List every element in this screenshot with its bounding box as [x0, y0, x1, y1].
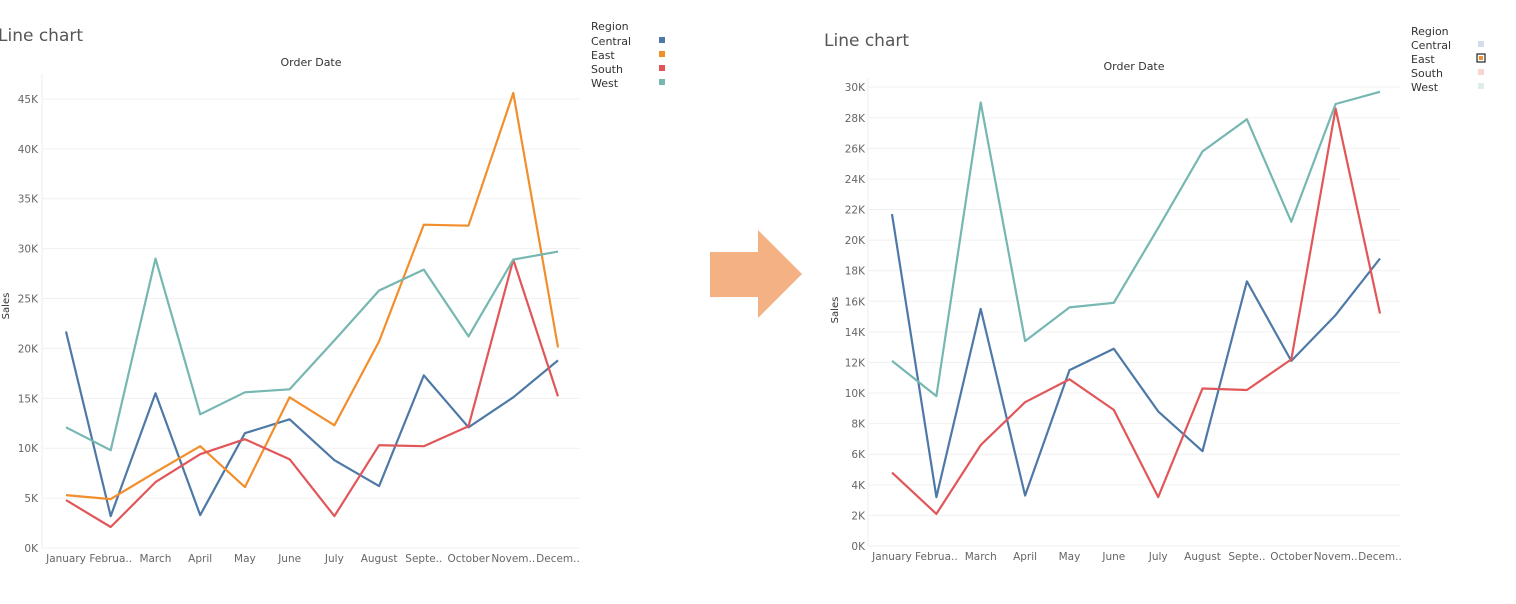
series-line-central[interactable]	[890, 213, 1381, 499]
x-tick-label: Decem..	[1358, 551, 1402, 563]
y-tick-label: 22K	[845, 205, 866, 217]
x-tick-label: Februa..	[915, 551, 958, 563]
legend-item-central[interactable]: Central	[1411, 39, 1484, 52]
x-tick-label: Februa..	[89, 553, 132, 565]
x-tick-label: October	[448, 553, 491, 565]
legend-title: Region	[1411, 25, 1449, 38]
legend-swatch[interactable]	[659, 65, 665, 71]
x-tick-label: January	[45, 553, 86, 565]
legend-item-west[interactable]: West	[1411, 81, 1484, 94]
x-tick-label: Septe..	[1228, 551, 1265, 563]
y-tick-label: 2K	[851, 510, 866, 522]
y-tick-label: 15K	[18, 393, 39, 405]
chart-after: Line chart Order Date 0K 2K 4K 6K 8K 10K 12K 14K 1…	[824, 25, 1486, 563]
y-tick-label: 26K	[845, 143, 866, 155]
y-tick-label: 40K	[18, 144, 39, 156]
y-tick-label: 20K	[845, 235, 866, 247]
x-tick-label: January	[871, 551, 912, 563]
legend-label: East	[591, 49, 615, 62]
y-tick-label: 4K	[851, 480, 866, 492]
x-tick-label: Novem..	[1314, 551, 1358, 563]
y-tick-label: 24K	[845, 174, 866, 186]
x-tick-label: Decem..	[536, 553, 580, 565]
y-tick-label: 12K	[845, 357, 866, 369]
x-tick-label: July	[1148, 551, 1168, 563]
y-tick-label: 28K	[845, 113, 866, 125]
x-tick-label: April	[1013, 551, 1037, 563]
x-tick-label: June	[1101, 551, 1125, 563]
series-line-east[interactable]	[65, 91, 560, 501]
y-axis-title: Sales	[830, 297, 841, 324]
y-tick-label: 16K	[845, 296, 866, 308]
column-header: Order Date	[280, 56, 341, 69]
series-line-south[interactable]	[65, 258, 560, 529]
legend-label: Central	[591, 35, 631, 48]
x-tick-label: August	[361, 553, 398, 565]
legend-item-south[interactable]: South	[1411, 67, 1484, 80]
chart-before: Line chart Order Date 0K 5K 10K 15K 20K 25K 30K 3…	[0, 20, 665, 565]
y-tick-label: 0K	[851, 541, 866, 553]
x-tick-label: Novem..	[491, 553, 535, 565]
right-arrow-icon	[710, 230, 802, 318]
series-line-south[interactable]	[891, 107, 1382, 516]
legend-item-south[interactable]: South	[591, 63, 665, 76]
legend-label: West	[1411, 81, 1439, 94]
legend-item-central[interactable]: Central	[591, 35, 665, 48]
legend-swatch[interactable]	[659, 51, 665, 57]
legend-label: Central	[1411, 39, 1451, 52]
y-tick-label: 0K	[24, 543, 39, 555]
legend-item-west[interactable]: West	[591, 77, 665, 90]
x-tick-label: May	[1059, 551, 1081, 563]
legend-label: South	[1411, 67, 1443, 80]
y-tick-label: 20K	[18, 343, 39, 355]
y-tick-label: 30K	[18, 244, 39, 256]
y-tick-label: 6K	[851, 449, 866, 461]
y-tick-label: 10K	[845, 388, 866, 400]
y-tick-label: 10K	[18, 443, 39, 455]
legend-swatch[interactable]	[1478, 69, 1484, 75]
legend-swatch[interactable]	[1478, 41, 1484, 47]
legend-swatch[interactable]	[659, 79, 665, 85]
x-tick-label: March	[139, 553, 171, 565]
y-tick-label: 25K	[18, 294, 39, 306]
x-tick-label: April	[188, 553, 212, 565]
x-tick-label: August	[1184, 551, 1221, 563]
y-tick-label: 30K	[845, 82, 866, 94]
y-tick-label: 18K	[845, 266, 866, 278]
x-tick-label: June	[277, 553, 301, 565]
legend-title: Region	[591, 20, 629, 33]
x-tick-label: May	[234, 553, 256, 565]
y-tick-label: 35K	[18, 194, 39, 206]
series-line-west[interactable]	[65, 250, 559, 452]
x-tick-label: Septe..	[405, 553, 442, 565]
x-tick-label: October	[1270, 551, 1313, 563]
y-tick-label: 14K	[845, 327, 866, 339]
legend-item-east[interactable]: East	[591, 49, 665, 62]
legend-swatch[interactable]	[659, 37, 665, 43]
legend-label: East	[1411, 53, 1435, 66]
chart-title: Line chart	[824, 31, 909, 51]
series-line-west[interactable]	[891, 90, 1381, 398]
legend-label: West	[591, 77, 619, 90]
y-tick-label: 8K	[851, 419, 866, 431]
chart-title: Line chart	[0, 26, 83, 46]
legend-label: South	[591, 63, 623, 76]
column-header: Order Date	[1103, 60, 1164, 73]
y-axis-title: Sales	[1, 293, 12, 320]
y-tick-label: 5K	[24, 493, 39, 505]
x-tick-label: March	[965, 551, 997, 563]
legend-swatch	[1479, 56, 1483, 60]
legend-swatch[interactable]	[1478, 83, 1484, 89]
legend-item-east[interactable]: East	[1411, 53, 1486, 66]
x-tick-label: July	[324, 553, 344, 565]
series-line-central[interactable]	[64, 331, 559, 518]
y-tick-label: 45K	[18, 94, 39, 106]
